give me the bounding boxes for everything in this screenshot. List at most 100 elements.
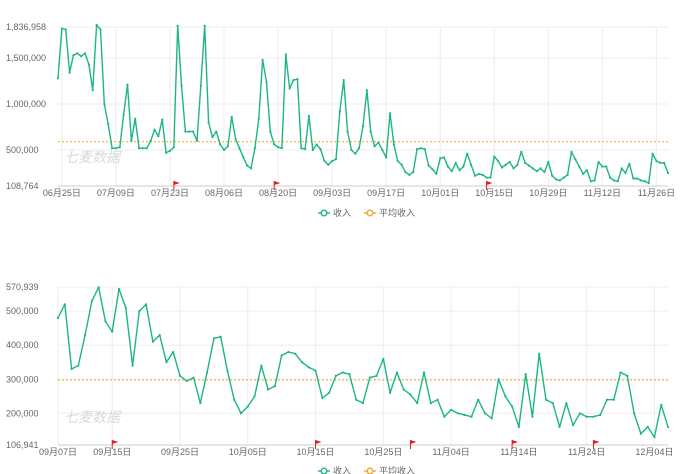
data-point: [124, 306, 127, 309]
data-point: [581, 172, 585, 176]
data-point: [655, 159, 658, 163]
data-point: [511, 405, 514, 408]
data-point: [338, 110, 341, 113]
legend-item[interactable]: 平均收入: [364, 207, 415, 218]
data-point: [632, 177, 635, 180]
x-tick-label: 09月25日: [161, 447, 199, 457]
data-point: [643, 180, 646, 183]
data-point: [504, 395, 507, 398]
data-point: [483, 412, 487, 415]
data-point: [493, 155, 496, 158]
data-point: [294, 352, 297, 355]
data-point: [593, 179, 596, 182]
data-point: [551, 401, 554, 405]
data-point: [307, 366, 310, 369]
data-point: [508, 160, 511, 164]
data-point: [234, 137, 237, 141]
data-point: [261, 58, 264, 61]
x-tick-label: 09月03日: [313, 188, 351, 198]
data-point: [130, 139, 133, 142]
data-point: [239, 412, 243, 415]
event-flag-icon[interactable]: [486, 181, 493, 190]
data-point: [415, 147, 419, 151]
data-point: [589, 180, 592, 183]
data-point: [184, 130, 187, 133]
data-point: [207, 121, 210, 124]
data-point: [238, 147, 241, 150]
data-point: [463, 413, 466, 417]
data-point: [605, 398, 609, 401]
x-tick-label: 11月12日: [584, 188, 621, 198]
event-flag-icon[interactable]: [315, 440, 322, 449]
event-flag-icon[interactable]: [173, 181, 180, 190]
data-point: [331, 159, 334, 163]
data-point: [211, 136, 214, 139]
data-point: [153, 128, 156, 131]
data-point: [83, 52, 87, 55]
legend-label: 平均收入: [379, 207, 415, 218]
data-point: [56, 316, 60, 320]
data-point: [385, 156, 388, 159]
data-point: [292, 78, 295, 82]
legend-item[interactable]: 收入: [318, 207, 351, 218]
data-point: [80, 55, 83, 58]
y-tick-label: 300,000: [6, 374, 39, 384]
data-point: [350, 148, 353, 152]
data-point: [597, 160, 600, 164]
data-point: [328, 391, 331, 394]
data-point: [626, 374, 629, 377]
data-point: [539, 167, 542, 170]
data-point: [620, 167, 623, 170]
data-point: [538, 352, 541, 355]
data-point: [296, 78, 299, 81]
data-point: [490, 417, 493, 420]
data-point: [168, 149, 172, 153]
x-tick-label: 10月05日: [229, 447, 267, 457]
data-point: [412, 170, 415, 174]
data-point: [311, 148, 314, 152]
data-point: [543, 170, 546, 174]
legend-label: 收入: [333, 207, 351, 218]
data-point: [436, 398, 439, 401]
legend-item[interactable]: 平均收入: [364, 465, 415, 474]
data-point: [257, 117, 260, 120]
event-flag-icon[interactable]: [111, 440, 119, 449]
data-point: [524, 373, 527, 376]
x-tick-label: 07月09日: [97, 188, 135, 198]
data-point: [260, 364, 263, 367]
data-point: [342, 78, 345, 82]
data-point: [524, 161, 527, 164]
data-point: [358, 147, 361, 150]
x-tick-label: 10月29日: [529, 188, 567, 198]
legend-item[interactable]: 收入: [318, 465, 351, 474]
data-point: [172, 350, 175, 354]
event-flag-icon[interactable]: [592, 440, 600, 449]
data-point: [346, 130, 349, 133]
data-point: [99, 28, 102, 31]
data-point: [300, 147, 303, 150]
data-point: [520, 150, 523, 153]
data-point: [192, 376, 195, 379]
y-tick-label: 570,939: [6, 282, 39, 292]
x-tick-label: 09月07日: [39, 447, 77, 457]
data-point: [592, 415, 595, 418]
x-tick-label: 11月04日: [432, 447, 469, 457]
event-flag-icon[interactable]: [511, 440, 519, 449]
y-tick-label: 200,000: [6, 408, 39, 418]
data-point: [273, 384, 276, 388]
data-point: [111, 330, 114, 333]
data-point: [544, 398, 548, 401]
x-tick-label: 10月15日: [475, 188, 513, 198]
data-point: [334, 158, 338, 161]
data-point: [558, 179, 561, 182]
data-point: [527, 164, 531, 167]
x-tick-label: 10月25日: [364, 447, 402, 457]
data-point: [616, 180, 619, 183]
event-flag-icon[interactable]: [273, 181, 281, 190]
data-point: [381, 148, 384, 152]
data-point: [574, 158, 577, 161]
event-flag-icon[interactable]: [409, 440, 417, 449]
data-point: [585, 169, 589, 172]
data-point: [446, 165, 450, 168]
